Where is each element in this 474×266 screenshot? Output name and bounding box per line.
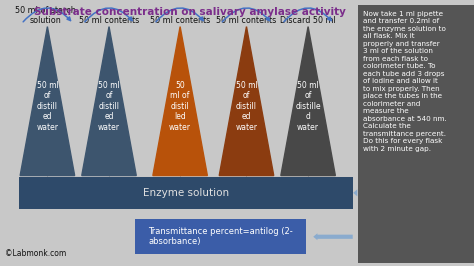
Polygon shape	[281, 27, 336, 176]
Polygon shape	[20, 27, 75, 176]
Polygon shape	[219, 27, 274, 176]
Text: 50 ml
of
distill
ed
water: 50 ml of distill ed water	[36, 81, 58, 132]
Text: 50 ml contents: 50 ml contents	[150, 16, 210, 25]
Text: ©Labmonk.com: ©Labmonk.com	[5, 249, 66, 258]
FancyBboxPatch shape	[19, 177, 353, 209]
Text: Now take 1 ml pipette
and transfer 0.2ml of
the enzyme solution to
all flask. Mi: Now take 1 ml pipette and transfer 0.2ml…	[363, 11, 447, 152]
Text: 50 ml
of
distille
d
water: 50 ml of distille d water	[295, 81, 321, 132]
Polygon shape	[153, 27, 207, 176]
Text: Substrate concentration on salivary amylase activity: Substrate concentration on salivary amyl…	[34, 7, 346, 17]
Text: Transmittance percent=antilog (2-
absorbance): Transmittance percent=antilog (2- absorb…	[148, 227, 293, 246]
Text: 50 ml contents: 50 ml contents	[216, 16, 277, 25]
Polygon shape	[82, 27, 137, 176]
Text: Discard 50 ml: Discard 50 ml	[280, 16, 336, 25]
Text: 50 ml
of
distill
ed
water: 50 ml of distill ed water	[98, 81, 120, 132]
Text: 50
ml of
distil
led
water: 50 ml of distil led water	[169, 81, 191, 132]
FancyBboxPatch shape	[135, 219, 306, 254]
FancyBboxPatch shape	[358, 5, 474, 263]
Text: 50 ml contents: 50 ml contents	[79, 16, 139, 25]
Text: 50 ml
of
distill
ed
water: 50 ml of distill ed water	[236, 81, 257, 132]
Text: 50 ml of starch
solution: 50 ml of starch solution	[15, 6, 75, 25]
Text: Enzyme solution: Enzyme solution	[143, 188, 229, 198]
